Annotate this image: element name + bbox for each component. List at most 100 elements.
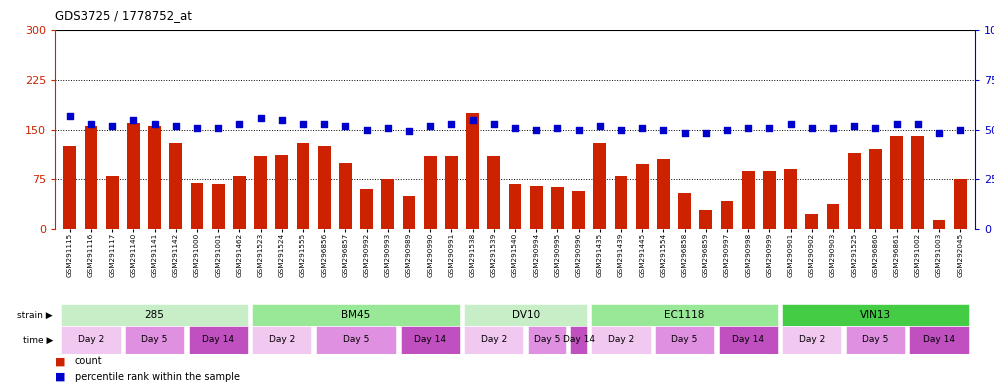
Bar xyxy=(528,326,566,354)
Text: DV10: DV10 xyxy=(512,310,540,320)
Point xyxy=(910,121,925,127)
Point xyxy=(168,122,184,129)
Bar xyxy=(891,136,903,229)
Bar xyxy=(464,304,587,326)
Bar xyxy=(530,186,543,229)
Point xyxy=(507,124,523,131)
Text: Day 5: Day 5 xyxy=(343,336,369,344)
Point xyxy=(62,113,78,119)
Text: Day 2: Day 2 xyxy=(268,336,295,344)
Bar xyxy=(591,304,778,326)
Point xyxy=(719,126,735,132)
Text: Day 2: Day 2 xyxy=(78,336,104,344)
Point xyxy=(613,126,629,132)
Bar xyxy=(487,156,500,229)
Bar xyxy=(742,170,754,229)
Point xyxy=(571,126,586,132)
Point xyxy=(698,131,714,137)
Bar xyxy=(106,176,118,229)
Bar xyxy=(296,143,309,229)
Bar xyxy=(573,190,584,229)
Bar xyxy=(339,163,352,229)
Text: Day 2: Day 2 xyxy=(608,336,634,344)
Bar xyxy=(275,155,288,229)
Bar xyxy=(423,156,436,229)
Bar xyxy=(848,153,861,229)
Point xyxy=(868,124,884,131)
Point xyxy=(804,124,820,131)
Bar xyxy=(954,179,966,229)
Point xyxy=(889,121,905,127)
Point xyxy=(83,121,99,127)
Bar xyxy=(212,184,225,229)
Bar xyxy=(700,210,712,229)
Text: Day 14: Day 14 xyxy=(923,336,955,344)
Bar xyxy=(719,326,778,354)
Bar xyxy=(910,326,968,354)
Bar xyxy=(233,176,246,229)
Bar xyxy=(403,196,415,229)
Point xyxy=(380,124,396,131)
Point xyxy=(782,121,798,127)
Text: Day 5: Day 5 xyxy=(534,336,560,344)
Bar xyxy=(911,136,924,229)
Bar xyxy=(551,187,564,229)
Bar xyxy=(932,220,945,229)
Point xyxy=(125,116,141,122)
Bar xyxy=(466,113,479,229)
Bar xyxy=(655,326,715,354)
Bar xyxy=(84,126,97,229)
Bar xyxy=(125,326,184,354)
Bar xyxy=(782,326,842,354)
Bar xyxy=(148,126,161,229)
Text: Day 5: Day 5 xyxy=(862,336,889,344)
Text: strain ▶: strain ▶ xyxy=(17,311,53,319)
Point xyxy=(761,124,777,131)
Bar xyxy=(721,201,734,229)
Bar xyxy=(401,326,460,354)
Bar xyxy=(445,156,458,229)
Point xyxy=(443,121,459,127)
Bar xyxy=(316,326,397,354)
Point xyxy=(677,131,693,137)
Bar xyxy=(763,170,775,229)
Text: VIN13: VIN13 xyxy=(860,310,891,320)
Point xyxy=(825,124,841,131)
Point xyxy=(104,122,120,129)
Text: time ▶: time ▶ xyxy=(23,336,53,344)
Bar xyxy=(360,189,373,229)
Point xyxy=(274,116,290,122)
Point xyxy=(550,124,566,131)
Bar xyxy=(636,164,648,229)
Bar xyxy=(254,156,267,229)
Text: Day 2: Day 2 xyxy=(481,336,507,344)
Point xyxy=(634,124,650,131)
Text: count: count xyxy=(75,356,102,366)
Bar xyxy=(189,326,248,354)
Bar xyxy=(846,326,906,354)
Point xyxy=(655,126,671,132)
Bar xyxy=(318,146,331,229)
Bar xyxy=(614,176,627,229)
Point xyxy=(591,122,607,129)
Bar xyxy=(64,146,77,229)
Text: Day 14: Day 14 xyxy=(563,336,594,344)
Point xyxy=(189,124,205,131)
Text: BM45: BM45 xyxy=(341,310,371,320)
Bar xyxy=(191,182,204,229)
Text: GDS3725 / 1778752_at: GDS3725 / 1778752_at xyxy=(55,9,192,22)
Text: ■: ■ xyxy=(55,356,66,366)
Text: 285: 285 xyxy=(145,310,165,320)
Bar xyxy=(657,159,670,229)
Point xyxy=(486,121,502,127)
Point xyxy=(211,124,227,131)
Bar xyxy=(805,214,818,229)
Text: Day 14: Day 14 xyxy=(414,336,446,344)
Text: Day 5: Day 5 xyxy=(671,336,698,344)
Point xyxy=(846,122,862,129)
Point xyxy=(464,116,480,122)
Bar xyxy=(678,192,691,229)
Point xyxy=(952,126,968,132)
Point xyxy=(316,121,332,127)
Bar xyxy=(252,304,460,326)
